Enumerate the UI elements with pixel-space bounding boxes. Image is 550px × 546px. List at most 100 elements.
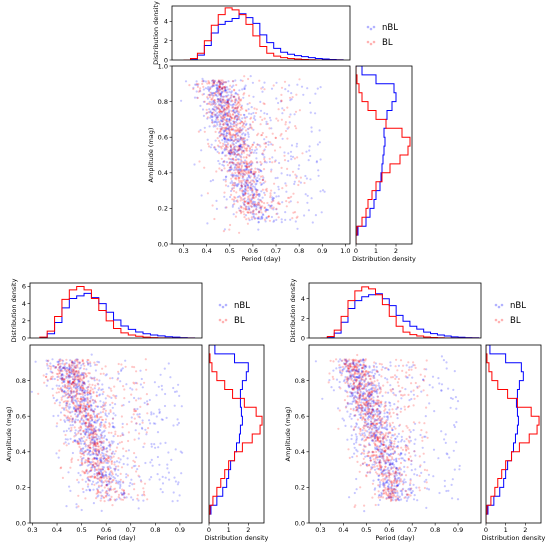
data-point	[358, 432, 361, 435]
data-point	[157, 385, 160, 388]
data-point	[292, 211, 295, 214]
data-point	[111, 422, 114, 425]
data-point	[367, 383, 370, 387]
data-point	[375, 392, 379, 395]
data-point	[228, 115, 231, 118]
data-point	[372, 435, 375, 438]
data-point	[60, 373, 64, 376]
data-point	[101, 418, 105, 422]
data-point	[247, 165, 250, 168]
data-point	[235, 123, 238, 126]
data-point	[78, 378, 81, 381]
data-point	[215, 207, 218, 210]
data-point	[88, 488, 91, 491]
data-point	[96, 459, 99, 462]
data-point	[89, 399, 92, 403]
data-point	[225, 145, 228, 148]
data-point	[81, 407, 84, 410]
data-point	[228, 118, 231, 121]
data-point	[243, 113, 246, 117]
data-point	[242, 140, 245, 143]
data-point	[354, 364, 357, 367]
data-point	[225, 123, 228, 126]
data-point	[396, 435, 399, 438]
data-point	[263, 206, 267, 209]
data-point	[61, 395, 65, 398]
data-point	[86, 414, 89, 417]
data-point	[87, 363, 90, 366]
data-point	[364, 455, 367, 458]
data-point	[403, 470, 406, 473]
data-point	[207, 80, 210, 83]
data-point	[346, 364, 349, 367]
data-point	[97, 428, 101, 431]
data-point	[379, 421, 382, 424]
data-point	[100, 449, 103, 452]
data-point	[343, 363, 347, 366]
data-point	[268, 127, 271, 130]
data-point	[113, 385, 116, 388]
data-point	[409, 455, 412, 458]
data-point	[89, 450, 92, 453]
data-point	[440, 389, 443, 392]
data-point	[164, 392, 167, 396]
data-point	[99, 405, 102, 408]
data-point	[280, 86, 284, 89]
data-point	[256, 203, 259, 206]
data-point	[394, 470, 397, 473]
data-point	[363, 384, 366, 387]
data-point	[372, 458, 375, 461]
data-point	[225, 198, 228, 201]
data-point	[361, 394, 364, 397]
data-point	[215, 121, 218, 124]
legend-label-nBL: nBL	[382, 23, 398, 33]
data-point	[281, 201, 284, 204]
data-point	[78, 361, 81, 364]
data-point	[108, 499, 112, 502]
data-point	[374, 413, 377, 416]
data-point	[212, 102, 216, 105]
data-point	[389, 496, 392, 499]
data-point	[243, 143, 246, 146]
data-point	[72, 397, 75, 400]
data-point	[95, 394, 98, 397]
data-point	[374, 433, 377, 437]
data-point	[363, 373, 366, 376]
data-point	[376, 402, 379, 406]
data-point	[76, 387, 79, 390]
data-point	[350, 377, 353, 380]
data-point	[235, 199, 238, 203]
data-point	[71, 360, 74, 364]
data-point	[161, 491, 164, 494]
data-point	[356, 384, 359, 387]
data-point	[347, 377, 350, 380]
data-point	[356, 418, 359, 421]
data-point	[219, 92, 223, 95]
data-point	[138, 475, 141, 478]
data-point	[224, 154, 227, 157]
data-point	[218, 130, 222, 133]
data-point	[93, 476, 96, 479]
data-point	[46, 362, 49, 365]
data-point	[271, 198, 274, 201]
data-point	[243, 162, 246, 165]
data-point	[230, 166, 233, 169]
data-point	[245, 165, 248, 168]
data-point	[167, 471, 170, 474]
right-hist-frame	[208, 344, 265, 524]
data-point	[270, 189, 273, 192]
data-point	[79, 397, 83, 400]
data-point	[360, 409, 363, 412]
data-point	[378, 461, 381, 464]
data-point	[362, 417, 365, 420]
data-point	[390, 487, 393, 490]
data-point	[102, 441, 105, 444]
data-point	[239, 209, 242, 212]
data-point	[270, 87, 274, 90]
data-point	[239, 145, 242, 148]
series-nBL	[314, 355, 461, 513]
data-point	[360, 359, 363, 362]
data-point	[220, 132, 223, 135]
data-point	[222, 230, 225, 233]
data-point	[86, 400, 89, 403]
